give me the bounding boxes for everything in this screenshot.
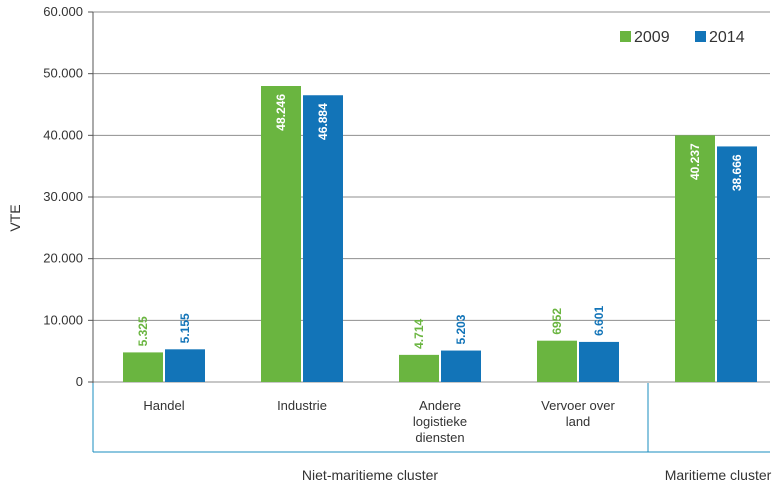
legend-swatch-2009 <box>620 31 631 42</box>
category-label: Andere <box>419 398 461 413</box>
data-label: 46.884 <box>316 103 330 140</box>
bar-2009 <box>537 340 577 382</box>
group-frame <box>92 383 770 453</box>
data-label: 48.246 <box>274 94 288 131</box>
bars <box>123 86 757 382</box>
y-tick-label: 20.000 <box>43 251 83 266</box>
data-label: 5.203 <box>454 314 468 344</box>
data-label: 40.237 <box>688 143 702 180</box>
category-label: Vervoer over <box>541 398 615 413</box>
data-label: 6.601 <box>592 306 606 336</box>
bar-2009 <box>261 86 301 382</box>
group-labels: Niet-maritieme cluster Maritieme cluster <box>302 467 772 483</box>
y-axis-ticks: 0 10.000 20.000 30.000 40.000 50.000 60.000 <box>43 4 93 389</box>
data-label: 5.325 <box>136 316 150 346</box>
category-label: logistieke <box>413 414 467 429</box>
bar-2014 <box>579 341 619 382</box>
y-tick-label: 60.000 <box>43 4 83 19</box>
bar-2009 <box>123 352 163 382</box>
data-label: 4.714 <box>412 319 426 349</box>
legend-label: 2009 <box>634 29 670 46</box>
bar-2009 <box>399 354 439 382</box>
y-tick-label: 0 <box>76 374 83 389</box>
group-label: Niet-maritieme cluster <box>302 467 438 483</box>
bar-2014 <box>303 95 343 382</box>
group-label: Maritieme cluster <box>665 467 772 483</box>
legend-swatch-2014 <box>695 31 706 42</box>
y-tick-label: 30.000 <box>43 189 83 204</box>
category-label: land <box>566 414 591 429</box>
gridlines <box>93 11 770 383</box>
data-label: 6952 <box>550 308 564 335</box>
legend: 2009 2014 <box>620 29 745 46</box>
bar-2009 <box>675 135 715 382</box>
category-label: Handel <box>143 398 184 413</box>
data-label: 5.155 <box>178 313 192 343</box>
data-labels: 5.325 48.246 4.714 6952 40.237 5.155 46.884 5.2… <box>136 94 744 349</box>
y-tick-label: 10.000 <box>43 312 83 327</box>
y-tick-label: 50.000 <box>43 66 83 81</box>
legend-label: 2014 <box>709 29 745 46</box>
category-label: diensten <box>415 430 464 445</box>
y-tick-label: 40.000 <box>43 127 83 142</box>
data-label: 38.666 <box>730 154 744 191</box>
y-axis-label: VTE <box>7 204 23 231</box>
bar-2014 <box>165 349 205 382</box>
bar-2014 <box>441 350 481 382</box>
bar-2014 <box>717 146 757 382</box>
category-label: Industrie <box>277 398 327 413</box>
